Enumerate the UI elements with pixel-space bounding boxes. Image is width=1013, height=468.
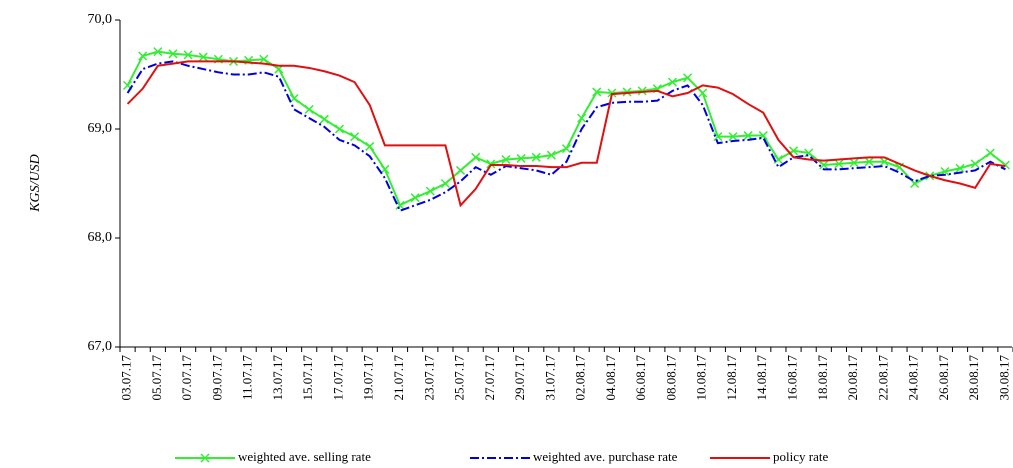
point-marker [486,159,496,169]
point-marker [289,93,299,104]
x-tick-label: 25.07.17 [452,355,467,401]
point-marker [804,148,814,158]
point-marker [319,114,329,124]
x-tick-label: 03.07.17 [119,355,134,401]
point-marker [138,51,148,61]
point-marker [849,158,859,168]
point-marker [531,152,541,162]
x-tick-label: 19.07.17 [361,355,376,401]
x-tick-label: 31.07.17 [542,355,557,401]
point-marker [365,141,375,151]
x-tick-label: 06.08.17 [633,355,648,401]
point-marker [561,144,572,154]
point-marker [410,193,420,203]
x-tick-label: 26.08.17 [936,355,951,401]
point-marker [304,104,314,114]
x-tick-label: 29.07.17 [512,355,527,401]
legend-label: policy rate [773,449,828,464]
point-marker [728,132,738,142]
point-marker [380,164,390,174]
y-tick-label: 67,0 [88,339,113,354]
x-tick-label: 17.07.17 [330,355,345,401]
series-line [126,50,1007,207]
x-tick-label: 14.08.17 [754,355,769,401]
point-marker [168,49,178,59]
x-tick-label: 13.07.17 [270,355,285,401]
point-marker [456,165,466,175]
x-tick-label: 24.08.17 [906,355,921,401]
point-marker [637,86,647,96]
x-tick-label: 02.08.17 [573,355,588,401]
legend-label: weighted ave. purchase rate [533,449,678,464]
x-tick-label: 20.08.17 [845,355,860,401]
point-marker [773,154,783,165]
point-marker [698,88,708,98]
series-line [126,60,1006,208]
x-tick-label: 23.07.17 [421,355,436,401]
point-marker [607,88,617,98]
x-tick-label: 09.07.17 [209,355,224,401]
series-line [126,60,1006,213]
x-tick-label: 16.08.17 [785,355,800,401]
point-marker [198,52,208,62]
legend-label: weighted ave. selling rate [238,449,371,464]
point-marker [577,113,587,123]
x-tick-label: 30.08.17 [996,355,1011,401]
y-axis-label: KGS/USD [28,154,43,213]
point-marker [622,87,632,97]
point-marker [471,152,481,162]
point-marker [259,54,269,64]
point-marker [955,163,965,173]
point-marker [592,87,602,97]
point-marker [667,77,677,87]
x-tick-label: 08.08.17 [663,355,678,401]
point-marker [970,159,980,169]
y-tick-label: 70,0 [88,12,113,27]
point-marker [350,132,360,142]
point-marker [743,131,753,141]
point-marker [183,50,193,60]
point-marker [425,186,435,196]
x-tick-label: 15.07.17 [300,355,315,401]
point-marker [819,160,829,170]
x-tick-label: 11.07.17 [240,355,255,401]
y-tick-label: 68,0 [88,230,113,245]
point-marker [985,148,995,158]
legend-marker [200,453,210,463]
y-tick-label: 69,0 [88,121,113,136]
x-tick-label: 05.07.17 [149,355,164,401]
x-tick-label: 07.07.17 [179,355,194,401]
point-marker [546,150,556,160]
x-tick-label: 10.08.17 [694,355,709,401]
point-marker [501,154,511,165]
x-tick-label: 27.07.17 [482,355,497,401]
point-marker [683,73,693,83]
x-tick-label: 21.07.17 [391,355,406,401]
point-marker [516,153,526,163]
point-marker [713,132,723,142]
point-marker [864,157,874,167]
point-marker [334,124,344,134]
point-marker [153,47,163,57]
x-tick-label: 22.08.17 [875,355,890,401]
x-tick-label: 18.08.17 [815,355,830,401]
point-marker [834,159,844,169]
x-tick-label: 04.08.17 [603,355,618,401]
point-marker [440,178,450,189]
x-tick-label: 12.08.17 [724,355,739,401]
x-tick-label: 28.08.17 [966,355,981,401]
